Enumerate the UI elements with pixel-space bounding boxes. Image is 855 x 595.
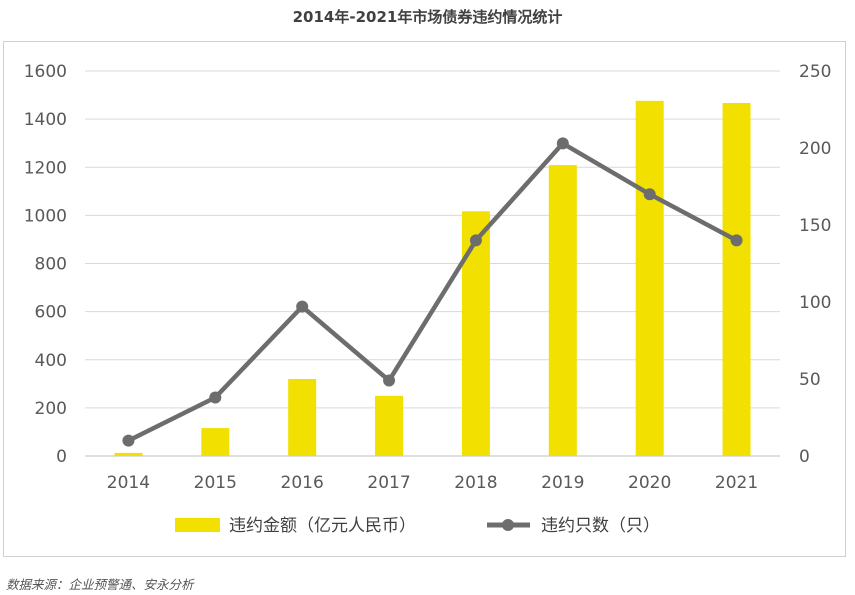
x-tick-label: 2014	[107, 473, 150, 493]
y-right-tick-label: 200	[799, 139, 831, 159]
y-right-tick-label: 250	[799, 62, 831, 82]
gridlines	[85, 70, 780, 457]
bar	[288, 379, 317, 456]
chart-svg: 0 200 400 600 800 1000 1200 1400 1600 0 50 100 150 2…	[24, 62, 832, 536]
line-point	[122, 434, 135, 447]
x-tick-label: 2016	[281, 473, 324, 493]
bar	[201, 428, 230, 456]
chart-title: 2014年-2021年市场债券违约情况统计	[292, 8, 563, 26]
y-right-tick-label: 0	[799, 447, 810, 467]
legend-marker-count	[502, 519, 514, 531]
bar	[114, 452, 143, 456]
left-axis-ticks: 0 200 400 600 800 1000 1200 1400 1600	[24, 62, 67, 467]
line-series-group	[122, 137, 743, 447]
line-point	[469, 234, 482, 247]
bar	[375, 395, 404, 456]
y-left-tick-label: 1600	[24, 62, 67, 82]
series-line	[127, 141, 738, 443]
legend: 违约金额（亿元人民币） 违约只数（只）	[175, 516, 660, 536]
bar	[635, 100, 664, 457]
y-right-tick-label: 100	[799, 293, 831, 313]
x-tick-label: 2019	[541, 473, 584, 493]
x-tick-label: 2018	[454, 473, 497, 493]
x-axis-ticks: 2014 2015 2016 2017 2018 2019 2020 2021	[107, 473, 758, 493]
bars-group	[114, 100, 751, 457]
x-tick-label: 2017	[367, 473, 410, 493]
y-right-tick-label: 50	[799, 370, 821, 390]
y-left-tick-label: 1400	[24, 110, 67, 130]
line-point	[383, 374, 396, 387]
y-left-tick-label: 1200	[24, 158, 67, 178]
right-axis-ticks: 0 50 100 150 200 250	[799, 62, 831, 467]
bar	[722, 103, 751, 457]
x-tick-label: 2020	[628, 473, 671, 493]
legend-label-count: 违约只数（只）	[541, 516, 660, 536]
line-point	[209, 391, 222, 404]
legend-label-amount: 违约金额（亿元人民币）	[229, 516, 416, 536]
line-point	[730, 234, 743, 247]
legend-swatch-amount	[175, 518, 220, 532]
y-left-tick-label: 0	[56, 447, 67, 467]
y-left-tick-label: 1000	[24, 206, 67, 226]
bar	[461, 211, 490, 456]
chart-frame	[3, 41, 846, 557]
line-point	[556, 137, 569, 150]
y-left-tick-label: 200	[35, 399, 67, 419]
y-left-tick-label: 600	[35, 303, 67, 323]
x-tick-label: 2021	[715, 473, 758, 493]
y-right-tick-label: 150	[799, 216, 831, 236]
line-point	[296, 300, 309, 313]
y-left-tick-label: 800	[35, 255, 67, 275]
bar	[548, 165, 577, 456]
line-point	[643, 188, 656, 201]
x-tick-label: 2015	[194, 473, 237, 493]
source-note: 数据来源：企业预警通、安永分析	[6, 577, 194, 592]
y-left-tick-label: 400	[35, 351, 67, 371]
